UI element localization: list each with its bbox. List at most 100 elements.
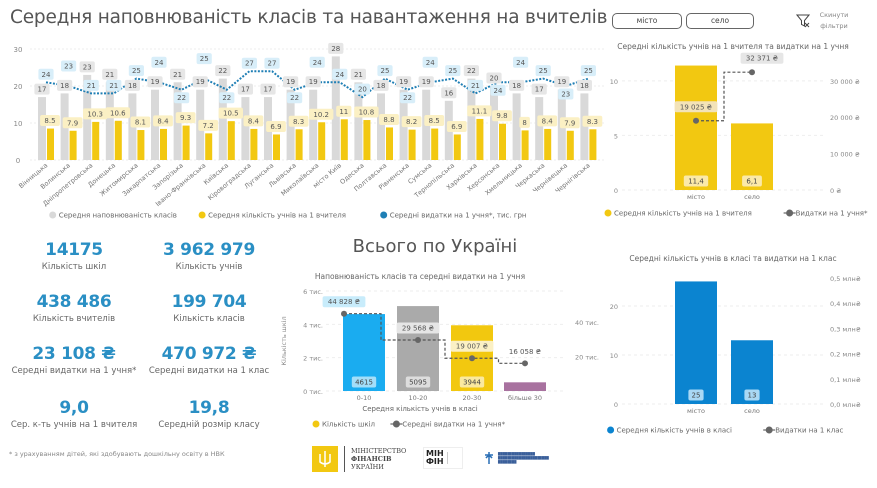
legend-label: Середня кількість учнів на 1 вчителя <box>614 210 752 218</box>
y-tick-label: 20 <box>610 303 618 311</box>
ministry-logo: МІНІСТЕРСТВО ФІНАНСІВ УКРАЇНИ <box>312 446 406 472</box>
slicer-city-button[interactable]: місто <box>612 13 682 29</box>
kpi-label: Кількість вчителів <box>32 314 116 324</box>
students-per-teacher-label: 8.4 <box>157 117 169 125</box>
expense-label: 19 007 ₴ <box>456 343 489 351</box>
bar-value-label: 13 <box>748 392 757 400</box>
filter-clear-icon <box>796 14 810 28</box>
students-per-teacher-label: 9.3 <box>180 114 191 122</box>
students-per-teacher-label-bg <box>218 107 243 119</box>
expense-label: 25 <box>448 67 457 75</box>
kpi-value: 19,8 <box>188 398 230 418</box>
class-size-label-bg <box>79 61 95 73</box>
class-size-bar <box>354 82 363 160</box>
legend-label: Середні видатки на 1 учня* <box>402 421 505 429</box>
expense-label-bg <box>422 56 438 68</box>
y-tick-label: 5 <box>614 132 618 140</box>
bar-value-label: 25 <box>692 392 701 400</box>
students-per-teacher-bar <box>544 128 552 160</box>
class-size-label-bg <box>215 65 231 77</box>
expense-label-bg <box>396 322 440 334</box>
expense-point <box>341 310 347 317</box>
class-size-label: 21 <box>354 71 363 79</box>
students-per-teacher-label-bg <box>83 108 108 120</box>
expense-label: 21 <box>471 82 480 90</box>
expense-label: 44 828 ₴ <box>328 298 361 306</box>
class-size-label-bg <box>576 79 592 91</box>
class-size-chart: Наповнюваність класів та середні видатки… <box>280 272 599 429</box>
expense-label: 20 <box>358 86 367 94</box>
expense-label: 21 <box>87 82 96 90</box>
class-size-label-bg <box>328 42 344 54</box>
kpi-value: 470 972 ₴ <box>161 344 257 364</box>
students-per-teacher-label: 8.3 <box>587 118 598 126</box>
expense-line <box>344 313 525 364</box>
class-size-label-bg <box>124 79 140 91</box>
expense-label-bg <box>445 65 461 77</box>
y2-tick-label: 0 ₴ <box>830 187 841 195</box>
y-tick-label: 2 тис. <box>303 355 323 363</box>
students-per-teacher-label-bg <box>401 116 422 128</box>
legend-marker <box>312 420 320 428</box>
class-size-label-bg <box>57 79 73 91</box>
class-size-label-bg <box>283 76 299 88</box>
y-tick-label: 10 <box>610 352 618 360</box>
expense-label-bg <box>450 340 494 352</box>
footnote: * з урахуванням дітей, які здобувають до… <box>9 450 225 458</box>
y-tick-label: 0 <box>16 157 20 165</box>
slicer-village-button[interactable]: село <box>686 13 754 29</box>
class-size-label: 19 <box>196 78 205 86</box>
legend-marker <box>786 209 794 217</box>
regions-chart: 0102030ВінницькаВолинськаДніпропетровськ… <box>14 42 605 220</box>
bar-value-label-bg <box>459 376 485 388</box>
class-size-label-bg <box>441 87 457 99</box>
class-size-bar <box>535 97 544 160</box>
students-per-teacher-label-bg <box>62 117 83 129</box>
students-per-teacher-label: 10.6 <box>110 109 126 117</box>
class-size-label: 19 <box>286 78 295 86</box>
students-per-teacher-label-bg <box>519 116 530 128</box>
class-size-label-bg <box>102 68 118 80</box>
x-tick-label: місто <box>687 193 705 201</box>
class-size-label: 18 <box>377 82 386 90</box>
class-size-bar <box>331 56 340 160</box>
students-per-teacher-label-bg <box>559 117 580 129</box>
students-per-teacher-bar <box>160 128 167 160</box>
expense-label-bg <box>322 296 366 308</box>
y-tick-label: 30 <box>14 46 23 54</box>
expense-label: 25 <box>200 55 209 63</box>
y-axis-title: Кількість шкіл <box>280 316 288 365</box>
expense-label-bg <box>740 52 784 64</box>
expense-label: 23 <box>561 91 570 99</box>
reset-filters-button[interactable]: Скинути фільтри <box>796 10 854 32</box>
expense-label-bg <box>558 88 574 100</box>
bar-value-label: 6,1 <box>746 178 757 186</box>
x-tick-label: 10-20 <box>409 394 428 402</box>
y2-tick-label: 40 тис. <box>575 319 599 327</box>
class-size-label: 22 <box>467 67 476 75</box>
y2-tick-label: 0,1 млн₴ <box>830 376 861 384</box>
y2-tick-label: 0,3 млн₴ <box>830 325 861 333</box>
class-size-label: 18 <box>60 82 69 90</box>
students-per-teacher-label: 6.9 <box>270 123 281 131</box>
expense-point <box>522 360 528 367</box>
class-size-label-bg <box>396 76 412 88</box>
kpi-card: 14175 Кількість шкіл <box>10 240 138 272</box>
kpi-label: Кількість учнів <box>175 262 243 272</box>
expense-label: 32 371 ₴ <box>746 55 779 63</box>
students-per-teacher-label: 7.9 <box>67 119 78 127</box>
class-size-label: 19 <box>422 78 431 86</box>
students-per-teacher-bar <box>386 127 393 160</box>
expense-point <box>415 337 421 344</box>
students-per-teacher-bar <box>137 130 145 160</box>
class-expense-chart: Середні кількість учнів в класі та видат… <box>607 254 861 435</box>
class-size-label: 20 <box>490 75 499 83</box>
students-per-teacher-bar <box>250 128 258 160</box>
x-tick-label: село <box>744 407 760 415</box>
class-size-label-bg <box>237 83 253 95</box>
students-per-teacher-label-bg <box>198 119 219 131</box>
students-per-teacher-bar <box>92 121 100 160</box>
students-per-teacher-bar <box>453 134 461 160</box>
trident-logo-icon <box>312 446 338 472</box>
class-size-label: 17 <box>264 86 273 94</box>
